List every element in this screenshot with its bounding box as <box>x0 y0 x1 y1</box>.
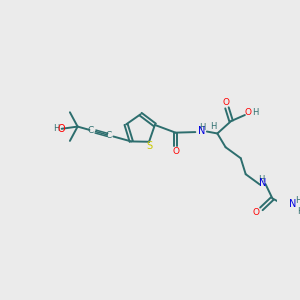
Text: S: S <box>147 141 153 152</box>
Text: H: H <box>210 122 216 130</box>
Text: O: O <box>58 124 65 134</box>
Text: N: N <box>259 178 266 188</box>
Text: O: O <box>172 147 179 156</box>
Text: N: N <box>198 126 205 136</box>
Text: C: C <box>87 127 94 136</box>
Text: H: H <box>297 207 300 216</box>
Text: O: O <box>244 108 251 117</box>
Text: H: H <box>252 108 259 117</box>
Text: C: C <box>105 131 112 140</box>
Text: H: H <box>295 196 300 205</box>
Text: H: H <box>199 123 206 132</box>
Text: N: N <box>289 199 296 209</box>
Text: O: O <box>223 98 230 107</box>
Text: O: O <box>253 208 260 217</box>
Text: H: H <box>259 175 265 184</box>
Text: H: H <box>53 124 59 133</box>
